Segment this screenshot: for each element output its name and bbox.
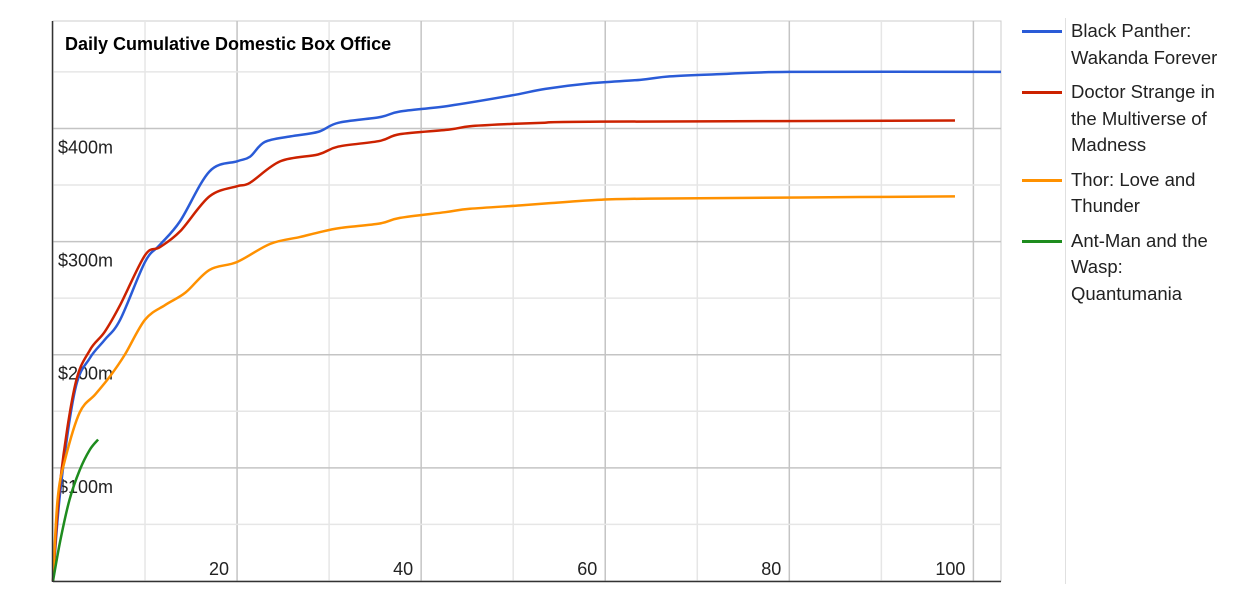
legend-swatch <box>1022 30 1062 33</box>
plot-border <box>52 20 1002 582</box>
x-axis-labels: 20 40 60 80 100 <box>209 559 965 579</box>
y-tick-label: $300m <box>58 251 113 271</box>
x-tick-label: 80 <box>761 559 781 579</box>
gridlines <box>52 20 1002 582</box>
legend-swatch <box>1022 178 1062 182</box>
x-tick-label: 40 <box>393 559 413 579</box>
legend-item[interactable]: Doctor Strange in the Multiverse of Madn… <box>1022 79 1232 159</box>
legend-label: Ant-Man and the Wasp: Quantumania <box>1071 229 1208 304</box>
series-lines <box>51 70 1002 582</box>
legend-label: Black Panther: Wakanda Forever <box>1071 20 1218 68</box>
chart-title: Daily Cumulative Domestic Box Office <box>65 34 391 54</box>
y-tick-label: $200m <box>58 364 113 384</box>
y-tick-label: $100m <box>58 477 113 497</box>
legend-item[interactable]: Black Panther: Wakanda Forever <box>1022 18 1232 71</box>
series-line-3 <box>51 438 100 582</box>
x-tick-label: 20 <box>209 559 229 579</box>
legend-item[interactable]: Ant-Man and the Wasp: Quantumania <box>1022 228 1232 308</box>
x-tick-label: 60 <box>577 559 597 579</box>
legend: Black Panther: Wakanda Forever Doctor Str… <box>1022 18 1232 315</box>
legend-swatch <box>1022 91 1062 94</box>
y-tick-label: $400m <box>58 137 113 157</box>
x-tick-label: 100 <box>935 559 965 579</box>
legend-label: Doctor Strange in the Multiverse of Madn… <box>1071 81 1215 155</box>
legend-swatch <box>1022 239 1062 243</box>
legend-label: Thor: Love and Thunder <box>1071 168 1196 217</box>
legend-item[interactable]: Thor: Love and Thunder <box>1022 167 1232 220</box>
series-line-2 <box>51 195 955 582</box>
series-line-0 <box>51 70 1002 582</box>
series-line-1 <box>51 119 955 582</box>
legend-divider <box>1065 18 1066 584</box>
